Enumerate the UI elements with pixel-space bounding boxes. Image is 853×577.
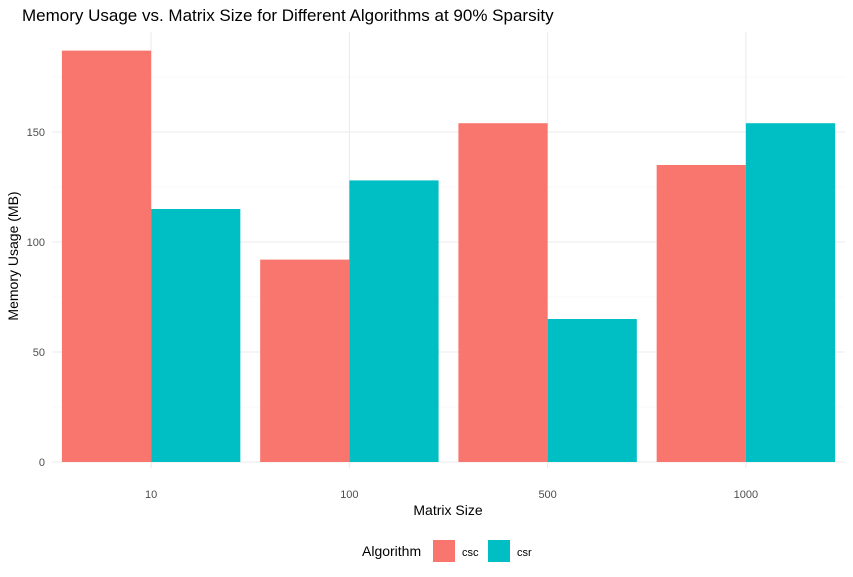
x-tick-label: 500 xyxy=(538,489,556,501)
bar-csc-100 xyxy=(260,259,350,462)
legend-title: Algorithm xyxy=(362,543,421,559)
bar-csr-1000 xyxy=(745,123,836,462)
bar-csc-1000 xyxy=(656,165,746,462)
chart-title: Memory Usage vs. Matrix Size for Differe… xyxy=(22,6,554,25)
y-tick-label: 150 xyxy=(27,127,45,139)
y-tick-label: 50 xyxy=(33,347,45,359)
x-tick-label: 100 xyxy=(340,489,358,501)
y-axis-label: Memory Usage (MB) xyxy=(5,191,21,320)
x-axis-ticks: 10 100 500 1000 xyxy=(145,489,758,501)
x-tick-label: 1000 xyxy=(734,489,758,501)
legend-key-csc xyxy=(433,540,455,562)
x-tick-label: 10 xyxy=(145,489,157,501)
y-axis-ticks: 0 50 100 150 xyxy=(27,127,45,469)
x-axis-label: Matrix Size xyxy=(413,502,482,518)
bars xyxy=(61,50,836,462)
bar-csr-500 xyxy=(547,319,637,462)
bar-csc-10 xyxy=(61,50,152,462)
y-tick-label: 0 xyxy=(39,457,45,469)
legend-key-csr xyxy=(488,540,510,562)
bar-csr-100 xyxy=(349,180,439,462)
bar-csc-500 xyxy=(458,123,548,462)
legend-label-csc: csc xyxy=(462,547,479,559)
legend: Algorithm csc csr xyxy=(362,540,532,562)
y-tick-label: 100 xyxy=(27,237,45,249)
legend-label-csr: csr xyxy=(517,547,532,559)
bar-csr-10 xyxy=(151,209,241,462)
